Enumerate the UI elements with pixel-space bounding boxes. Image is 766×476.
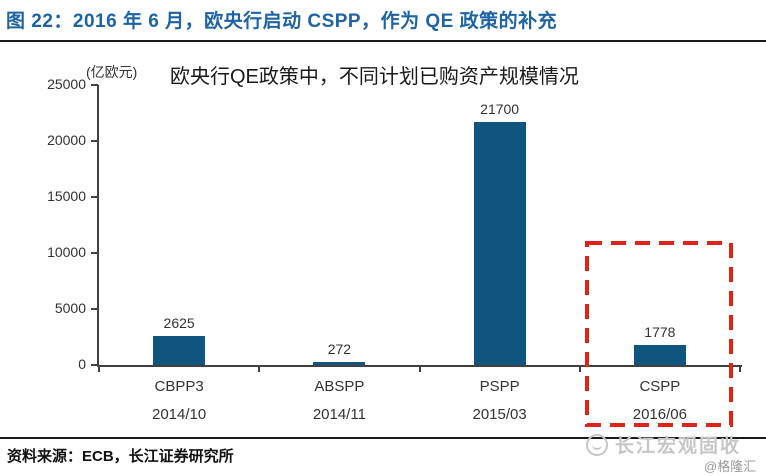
cspp-highlight-box — [585, 241, 733, 427]
x-tick-mark — [578, 365, 581, 372]
watermark: 长江宏观固收 — [586, 431, 741, 458]
bar-abspp — [313, 362, 366, 365]
bar-pspp — [473, 122, 526, 365]
watermark-handle: @格隆汇 — [704, 459, 757, 474]
y-tick-label: 15000 — [47, 188, 86, 204]
category-name: PSPP — [479, 378, 520, 395]
bar-value-label: 1778 — [644, 324, 676, 340]
y-tick-mark — [91, 308, 98, 310]
y-tick-label: 20000 — [47, 132, 86, 148]
y-tick-label: 5000 — [54, 300, 86, 316]
y-axis-line — [97, 85, 99, 365]
title-divider — [0, 40, 766, 42]
y-tick-label: 25000 — [47, 76, 86, 92]
footer-divider — [0, 437, 766, 439]
y-tick-mark — [91, 364, 98, 366]
bar-cspp — [633, 345, 686, 365]
bar-value-label: 21700 — [480, 101, 520, 117]
y-tick-mark — [91, 140, 98, 142]
category-name: CBPP3 — [154, 378, 204, 395]
category-date: 2014/10 — [152, 406, 207, 423]
y-tick-label: 0 — [78, 356, 86, 372]
category-name: CSPP — [639, 378, 681, 395]
y-tick-label: 10000 — [47, 244, 86, 260]
watermark-text: 长江宏观固收 — [615, 436, 742, 457]
watermark-logo-icon — [586, 433, 608, 456]
figure-title: 图 22：2016 年 6 月，欧央行启动 CSPP，作为 QE 政策的补充 — [6, 11, 558, 32]
category-name: ABSPP — [314, 378, 365, 395]
y-tick-mark — [91, 84, 98, 86]
y-tick-mark — [91, 196, 98, 198]
category-date: 2015/03 — [472, 406, 527, 423]
bar-cbpp3 — [153, 336, 206, 365]
x-tick-mark — [98, 365, 100, 372]
category-date: 2016/06 — [632, 406, 687, 423]
bar-value-label: 2625 — [163, 315, 195, 331]
x-axis-category-label: CBPP3 2014/10 — [104, 373, 254, 429]
y-axis-unit-label: (亿欧元) — [86, 64, 138, 80]
bar-value-label: 272 — [327, 341, 352, 357]
x-axis-category-label: PSPP 2015/03 — [425, 373, 575, 429]
x-tick-mark — [418, 365, 421, 372]
source-note: 资料来源：ECB，长江证券研究所 — [7, 448, 234, 465]
x-axis-category-label: ABSPP 2014/11 — [264, 373, 414, 429]
x-axis-category-label: CSPP 2016/06 — [585, 373, 735, 429]
x-tick-mark — [258, 365, 261, 372]
x-tick-mark — [739, 365, 741, 372]
chart-title: 欧央行QE政策中，不同计划已购资产规模情况 — [170, 66, 579, 88]
y-tick-mark — [91, 252, 98, 254]
category-date: 2014/11 — [312, 406, 366, 423]
